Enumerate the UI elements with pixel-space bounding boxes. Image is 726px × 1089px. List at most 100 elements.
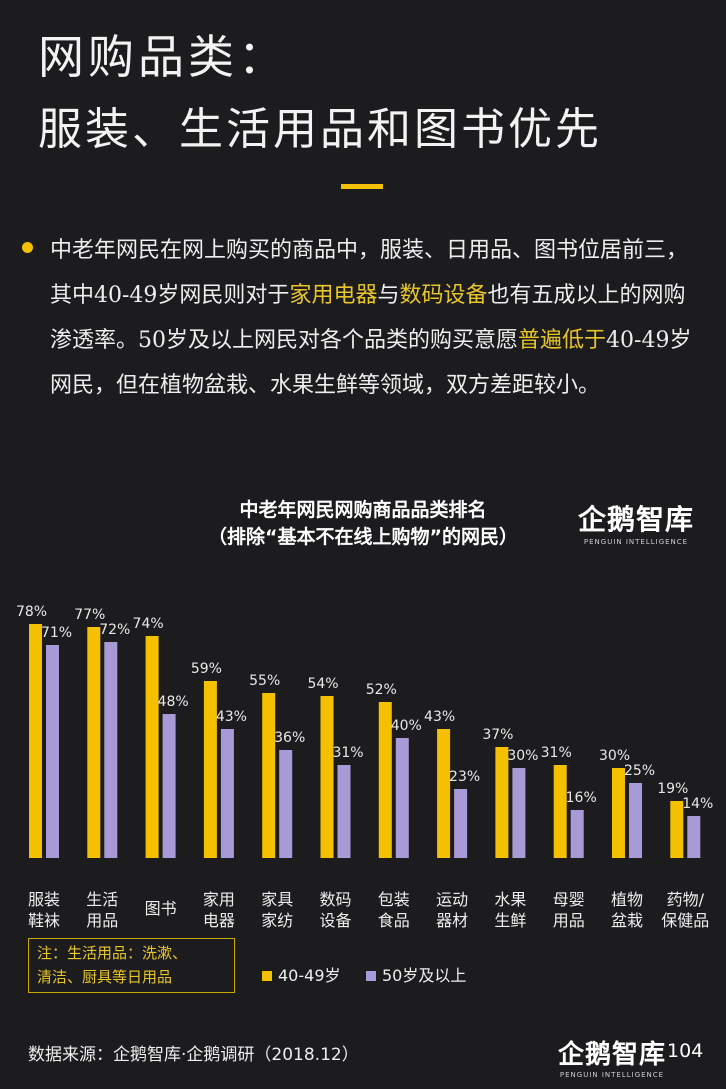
- category-label-3-1: 电器: [203, 911, 235, 930]
- data-label-a-6: 52%: [366, 682, 397, 698]
- brand-logo-bottom: 企鹅智库 PENGUIN INTELLIGENCE: [558, 1034, 666, 1079]
- bar-b-11: [687, 816, 701, 858]
- category-label-6-0: 包装: [378, 890, 410, 909]
- title-underline: [341, 184, 383, 189]
- data-label-a-7: 43%: [424, 709, 455, 725]
- highlight-digital: 数码设备: [399, 283, 488, 308]
- bar-a-10: [612, 768, 625, 858]
- legend-swatch-purple: [366, 971, 376, 981]
- category-label-5-1: 设备: [319, 911, 351, 930]
- data-label-b-11: 14%: [682, 796, 713, 812]
- data-label-b-2: 48%: [158, 694, 189, 710]
- title-line-1: 网购品类：: [38, 30, 288, 84]
- bar-a-11: [670, 801, 684, 858]
- bullet-icon: [22, 242, 33, 253]
- note-line-1: 注：生活用品：洗漱、: [37, 944, 188, 962]
- category-label-9-0: 母婴: [553, 890, 585, 909]
- bar-b-1: [104, 642, 118, 858]
- data-label-a-3: 59%: [191, 661, 222, 677]
- bar-a-5: [320, 696, 334, 858]
- category-label-10-1: 盆栽: [611, 911, 643, 930]
- category-label-4-1: 家纺: [261, 911, 293, 930]
- data-label-a-9: 31%: [541, 745, 572, 761]
- data-label-b-4: 36%: [274, 730, 305, 746]
- data-label-b-5: 31%: [332, 745, 363, 761]
- title-line-2: 服装、生活用品和图书优先: [38, 104, 602, 155]
- category-label-6-1: 食品: [378, 911, 410, 930]
- note-line-2: 清洁、厨具等日用品: [37, 968, 173, 986]
- data-label-a-5: 54%: [307, 676, 338, 692]
- bar-b-7: [454, 789, 468, 858]
- bar-b-5: [337, 765, 351, 858]
- data-label-b-7: 23%: [449, 769, 480, 785]
- data-label-a-4: 55%: [249, 673, 280, 689]
- data-label-a-8: 37%: [482, 727, 513, 743]
- logo-subtext: PENGUIN INTELLIGENCE: [583, 538, 689, 546]
- bar-a-3: [203, 681, 217, 858]
- bar-a-8: [495, 747, 509, 858]
- bar-b-10: [629, 783, 642, 858]
- chart-subtitle: （排除“基本不在线上购物”的网民）: [208, 526, 518, 548]
- category-label-7-0: 运动: [436, 890, 468, 909]
- bar-a-1: [87, 627, 101, 858]
- logo-subtext-bottom: PENGUIN INTELLIGENCE: [559, 1071, 665, 1079]
- legend-item-40-49: 40-49岁: [262, 962, 341, 986]
- category-label-9-1: 用品: [553, 911, 585, 930]
- bar-b-6: [395, 738, 409, 858]
- highlight-appliances: 家用电器: [289, 283, 378, 308]
- bar-a-4: [262, 693, 276, 858]
- logo-text-bottom: 企鹅智库: [558, 1040, 667, 1070]
- category-label-3-0: 家用: [203, 890, 235, 909]
- logo-text: 企鹅智库: [578, 503, 695, 536]
- category-label-2-0: 图书: [145, 899, 177, 918]
- category-label-4-0: 家具: [261, 890, 293, 909]
- data-label-a-2: 74%: [133, 616, 164, 632]
- bar-b-9: [570, 810, 584, 858]
- category-label-5-0: 数码: [319, 890, 351, 909]
- bar-b-2: [162, 714, 176, 858]
- bar-b-4: [279, 750, 293, 858]
- para-text-4: 40-49岁网民，但在植物盆栽、水果生鲜等领域，双方差距较小。: [50, 328, 692, 398]
- bar-b-0: [46, 645, 59, 858]
- category-label-0-1: 鞋袜: [28, 911, 60, 930]
- category-label-11-1: 保健品: [661, 911, 709, 930]
- data-label-a-10: 30%: [599, 748, 630, 764]
- data-label-b-10: 25%: [624, 763, 655, 779]
- category-label-11-0: 药物/: [667, 890, 705, 909]
- data-label-a-0: 78%: [16, 604, 47, 620]
- note-box: 注：生活用品：洗漱、 清洁、厨具等日用品: [28, 938, 235, 993]
- bar-a-7: [437, 729, 451, 858]
- bar-a-0: [29, 624, 42, 858]
- page-title: 网购品类： 服装、生活用品和图书优先: [38, 22, 602, 168]
- legend-label-40-49: 40-49岁: [278, 966, 341, 985]
- bar-b-3: [220, 729, 234, 858]
- data-label-b-0: 71%: [41, 625, 72, 641]
- data-label-b-8: 30%: [507, 748, 538, 764]
- category-label-7-1: 器材: [436, 911, 468, 930]
- para-text-3: 也有五成以上的网购渗透率。50岁及以上网民对各个品类的购买意愿: [50, 283, 686, 353]
- legend-label-50-plus: 50岁及以上: [382, 966, 467, 985]
- category-label-0-0: 服装: [28, 890, 60, 909]
- category-label-8-1: 生鲜: [494, 911, 526, 930]
- data-label-a-11: 19%: [657, 781, 688, 797]
- bar-a-9: [553, 765, 567, 858]
- category-label-8-0: 水果: [494, 890, 526, 909]
- data-label-b-6: 40%: [391, 718, 422, 734]
- bar-b-8: [512, 768, 526, 858]
- summary-paragraph: 中老年网民在网上购买的商品中，服装、日用品、图书位居前三，其中40-49岁网民则…: [50, 228, 700, 408]
- category-label-1-1: 用品: [86, 911, 118, 930]
- category-label-10-0: 植物: [611, 890, 643, 909]
- data-label-b-1: 72%: [99, 622, 130, 638]
- data-source: 数据来源：企鹅智库·企鹅调研（2018.12）: [28, 1045, 359, 1065]
- bar-a-6: [378, 702, 392, 858]
- legend-item-50-plus: 50岁及以上: [366, 962, 466, 986]
- para-text-1: 中老年网民在网上购买的商品中，服装、日用品、图书位居前三，其中40-49岁网民则…: [50, 238, 689, 308]
- chart-title: 中老年网民网购商品品类排名: [239, 499, 487, 521]
- legend-swatch-yellow: [262, 971, 272, 981]
- data-label-a-1: 77%: [74, 607, 105, 623]
- para-text-2: 与: [377, 283, 400, 308]
- brand-logo-top: 企鹅智库 PENGUIN INTELLIGENCE: [578, 498, 694, 546]
- highlight-lower: 普遍低于: [518, 328, 607, 353]
- category-label-1-0: 生活: [86, 890, 118, 909]
